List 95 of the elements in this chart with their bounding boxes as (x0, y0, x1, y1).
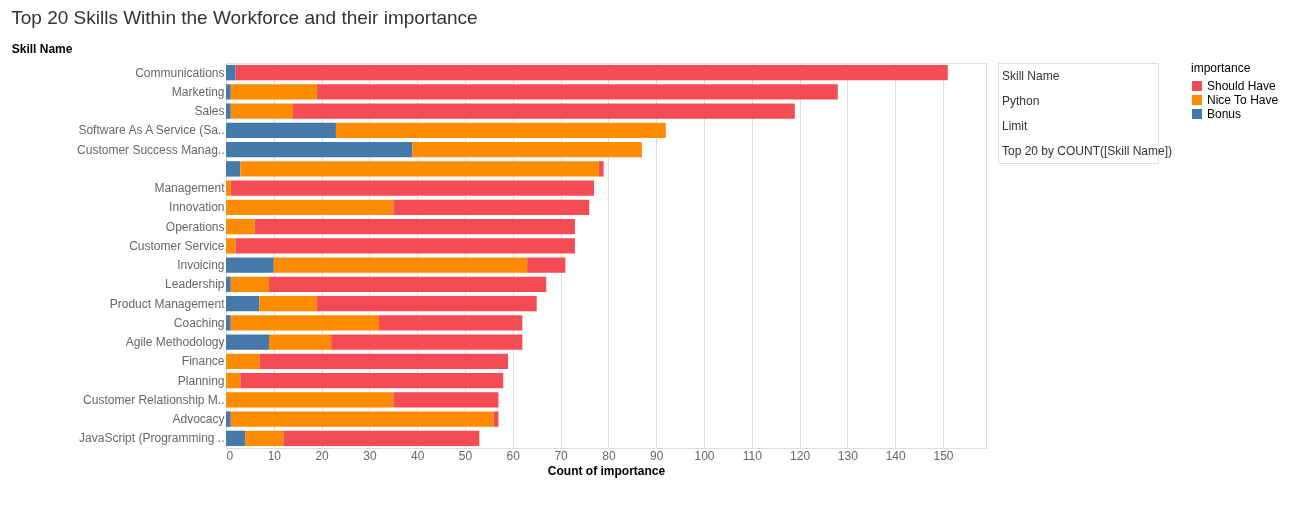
bar (412, 141, 642, 158)
bar (316, 84, 838, 100)
x-tick-label: 50 (458, 448, 473, 463)
bar (259, 295, 317, 312)
bar (226, 103, 231, 119)
x-tick-label: 60 (506, 448, 521, 463)
x-tick-label: 30 (363, 448, 377, 463)
bar (269, 334, 332, 350)
y-tick-label: JavaScript (Programming .. (79, 431, 225, 446)
bar (527, 257, 566, 273)
bar (245, 430, 284, 447)
bar (226, 295, 260, 312)
y-tick-label: Marketing (171, 84, 225, 99)
text: Limit (1002, 118, 1028, 133)
x-tick-label: 150 (933, 448, 954, 463)
bar (230, 84, 317, 100)
y-tick-label: Management (154, 181, 226, 196)
y-tick-label: Customer Service (129, 238, 225, 253)
y-tick-label: Innovation (169, 200, 225, 215)
bar (226, 334, 270, 350)
y-axis-title: Skill Name (11, 41, 73, 56)
bar (226, 372, 241, 389)
text: Skill Name (1002, 68, 1060, 83)
bar (598, 161, 604, 177)
bar (230, 276, 270, 293)
x-tick-label: 90 (650, 448, 664, 463)
bar (230, 411, 494, 427)
y-tick-label: Sales (194, 104, 225, 119)
legend-title: importance (1191, 61, 1251, 75)
bar (230, 180, 595, 196)
x-tick-label: 110 (742, 448, 763, 463)
bar (226, 141, 413, 158)
x-tick-label: 80 (602, 448, 616, 463)
bar (378, 315, 523, 331)
x-tick-label: 120 (790, 448, 811, 463)
bar (235, 64, 948, 81)
x-tick-label: 10 (267, 448, 282, 463)
bar (230, 103, 293, 119)
x-tick-label: 130 (837, 448, 859, 463)
bar (226, 257, 274, 273)
bar (226, 276, 231, 293)
x-tick-label: 70 (554, 448, 569, 463)
y-tick-label: Communications (135, 65, 225, 80)
y-tick-label: Customer Success Manag.. (77, 142, 225, 157)
bar (273, 257, 528, 273)
y-tick-label: Software As A Service (Sa.. (78, 123, 225, 138)
bar (240, 372, 504, 389)
bar (226, 430, 246, 447)
bar (226, 64, 236, 81)
bar (259, 353, 509, 370)
bar (292, 103, 795, 119)
y-tick-label: Customer Relationship M.. (83, 392, 225, 407)
x-tick-label: 140 (885, 448, 907, 463)
x-axis-title: Count of importance (547, 463, 666, 478)
y-tick-label: Agile Methodology (125, 335, 225, 350)
bar (226, 122, 336, 139)
text: Top 20 by COUNT([Skill Name]) (1002, 143, 1173, 158)
y-tick-label: Product Management (109, 296, 226, 311)
bar (331, 334, 523, 350)
legend-label: Nice To Have (1207, 93, 1279, 107)
y-tick-label: Invoicing (177, 258, 225, 273)
bar (226, 161, 241, 177)
bar (393, 392, 499, 408)
bar (240, 161, 599, 177)
bar (335, 122, 666, 139)
bar (254, 218, 575, 235)
y-tick-label: Advocacy (172, 412, 225, 427)
bar (269, 276, 547, 293)
bar (226, 84, 231, 100)
y-tick-label: Finance (181, 354, 225, 369)
bar (226, 238, 236, 254)
bar (235, 238, 575, 254)
bar (226, 180, 231, 196)
bar (316, 295, 537, 312)
bar (226, 199, 394, 216)
legend-label: Bonus (1207, 107, 1242, 121)
x-tick-label: 0 (226, 448, 234, 463)
legend-label: Should Have (1207, 79, 1277, 93)
bar (226, 315, 231, 331)
y-tick-label: Planning (177, 373, 225, 388)
x-tick-label: 40 (411, 448, 425, 463)
y-tick-label: Coaching (173, 315, 225, 330)
bar (226, 392, 394, 408)
y-tick-label: Operations (165, 219, 225, 234)
chart-title: Top 20 Skills Within the Workforce and their importance (11, 7, 478, 28)
bar (230, 315, 379, 331)
y-tick-label: Leadership (165, 277, 225, 292)
text: Python (1002, 93, 1040, 108)
bar (226, 353, 260, 370)
x-tick-label: 100 (694, 448, 715, 463)
bar (226, 411, 231, 427)
bar (393, 199, 590, 216)
bar (226, 218, 255, 235)
x-tick-label: 20 (315, 448, 330, 463)
bar (283, 430, 480, 447)
